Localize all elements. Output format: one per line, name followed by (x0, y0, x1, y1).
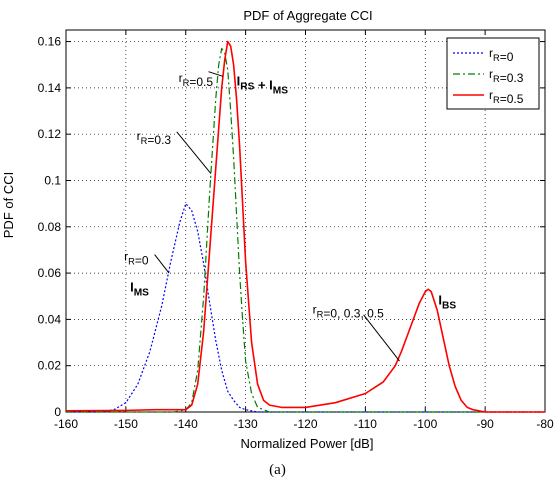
y-tick-label: 0.16 (38, 35, 62, 49)
figure-caption: (a) (269, 462, 286, 478)
series-line-1 (66, 47, 545, 413)
annotation-pointer (154, 254, 170, 274)
x-tick-label: -140 (174, 417, 198, 431)
annotation-pointer (176, 131, 212, 174)
legend-label-2: rR=0.5 (489, 88, 524, 106)
annotation-ims: IMS (130, 280, 149, 299)
x-axis-label: Normalized Power [dB] (241, 436, 374, 451)
series-lines (65, 40, 545, 413)
y-tick-label: 0.12 (38, 127, 62, 141)
y-tick-label: 0.1 (44, 173, 61, 187)
y-tick-label: 0.04 (38, 312, 62, 326)
series-line-2 (65, 40, 545, 413)
annotation-rr-03: rR=0.3 (137, 129, 172, 147)
x-tick-label: -100 (413, 417, 437, 431)
chart-title: PDF of Aggregate CCI (243, 8, 372, 23)
axis-ticks: -160 -150 -140 -130 -120 -110 -100 -90 -80 0 0.02 0… (38, 29, 554, 431)
x-tick-label: -160 (54, 417, 78, 431)
x-tick-label: -80 (536, 417, 554, 431)
x-tick-label: -110 (354, 417, 377, 431)
x-tick-label: -120 (293, 417, 317, 431)
y-tick-label: 0 (54, 405, 61, 419)
y-tick-label: 0.08 (38, 220, 62, 234)
series-line-0 (66, 203, 545, 413)
annotations: IRS + IMS IMS IBS rR=0.5 rR=0.3 rR=0 rR=0, 0.3… (124, 71, 456, 362)
legend-label-0: rR=0 (489, 46, 514, 64)
annotation-rr-all: rR=0, 0.3, 0.5 (313, 303, 384, 321)
legend: rR=0 rR=0.3 rR=0.5 (446, 37, 540, 110)
annotation-rr-05: rR=0.5 (179, 71, 214, 89)
x-tick-label: -150 (114, 417, 138, 431)
annotation-pointer (363, 314, 400, 362)
x-tick-label: -90 (476, 417, 494, 431)
legend-label-1: rR=0.3 (489, 67, 524, 85)
annotation-pointer (208, 71, 224, 77)
y-tick-label: 0.06 (38, 266, 62, 280)
y-tick-label: 0.02 (38, 359, 62, 373)
annotation-ibs: IBS (438, 292, 456, 311)
x-tick-label: -130 (234, 417, 258, 431)
legend-box (446, 37, 540, 110)
y-axis-label: PDF of CCI (1, 172, 16, 238)
annotation-irs-ims: IRS + IMS (237, 74, 289, 97)
y-tick-label: 0.14 (38, 81, 62, 95)
annotation-rr-0: rR=0 (124, 249, 149, 267)
